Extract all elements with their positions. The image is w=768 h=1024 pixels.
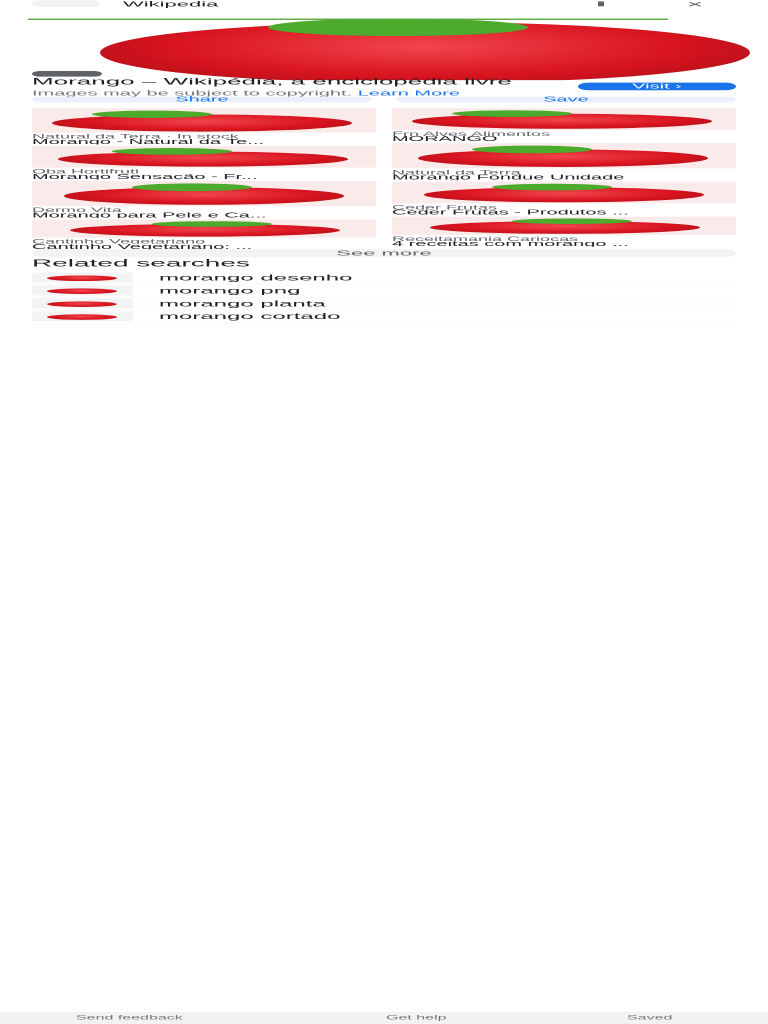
result-card[interactable]: Receitamania Cariocas 4 receitas com mora… [392, 216, 736, 247]
result-card[interactable]: Dermo Vita Morango para Pele e Ca... [32, 180, 376, 219]
related-item[interactable]: morango desenho [32, 271, 736, 285]
thumbnail [32, 145, 376, 168]
leaf [132, 183, 252, 192]
close-icon[interactable]: ✕ [686, 0, 705, 9]
source: Receitamania Cariocas [392, 236, 579, 242]
title: Morango - Natural da Te... [32, 138, 264, 145]
leaf [112, 148, 232, 155]
title: Morango para Pele e Ca... [32, 212, 267, 219]
related-label: morango cortado [159, 311, 341, 322]
source: Natural da Terra [392, 169, 521, 175]
related-label: morango desenho [159, 273, 353, 283]
source: Oba Hortifruti [32, 169, 140, 174]
thumbnail [392, 108, 736, 130]
title: Morango Sensação - Fr... [32, 173, 258, 180]
result-card[interactable]: Ceder Frutas Ceder Frutas - Produtos ... [392, 181, 736, 216]
strawberry [418, 149, 708, 168]
title: Ceder Frutas - Produtos ... [392, 209, 629, 216]
result-card[interactable]: Oba Hortifruti Morango Sensação - Fr... [32, 145, 376, 180]
leaf [92, 110, 212, 118]
thumbnail [392, 216, 736, 235]
copyright-text: Images may be subject to copyright. [32, 89, 353, 98]
leaf [512, 218, 632, 224]
thumbnail [32, 180, 376, 207]
strawberry [52, 114, 352, 132]
content: Wikipedia ✕ Morango – Wikipédia, a encic… [0, 0, 768, 324]
leaf [472, 145, 592, 154]
main-image [8, 8, 760, 81]
thumbnail [32, 311, 133, 322]
thumbnail [392, 143, 736, 169]
thumbnail [32, 219, 376, 238]
thumbnail [392, 181, 736, 204]
result-card[interactable]: Natural da Terra · In stock Morango - Nat… [32, 108, 376, 145]
leaf [268, 18, 528, 37]
related-item[interactable]: morango png [32, 284, 736, 298]
related-title: Related searches [32, 257, 250, 269]
footer-link[interactable]: Send feedback [76, 1014, 183, 1022]
title: 4 receitas com morango ... [392, 241, 629, 247]
strawberry [47, 275, 117, 282]
thumbnail [32, 272, 133, 283]
thumbnail [32, 298, 133, 309]
visit-label: Visit [632, 82, 670, 91]
footer-link[interactable]: Get help [386, 1014, 447, 1022]
source: Frn Alves Alimentos [392, 131, 551, 137]
result-card[interactable]: Frn Alves Alimentos MORANGO [392, 108, 736, 142]
source-chip [32, 71, 102, 77]
leaf [452, 110, 572, 117]
source: Ceder Frutas [392, 204, 498, 210]
thumbnail [32, 108, 376, 133]
result-title[interactable]: Morango – Wikipédia, a enciclopédia livr… [32, 75, 512, 87]
strawberry [47, 314, 117, 320]
header-title: Wikipedia [123, 0, 219, 9]
title: Cantinho Vegetariano: ... [32, 243, 253, 250]
stem [28, 18, 668, 20]
source: Dermo Vita [32, 207, 122, 213]
source: Cantinho Vegetariano [32, 239, 206, 244]
related-label: morango planta [159, 298, 326, 309]
result-card[interactable]: Natural da Terra Morango Fondue Unidade [392, 143, 736, 180]
save-button[interactable]: Save [396, 96, 736, 103]
source: Natural da Terra · In stock [32, 134, 239, 139]
result-card[interactable]: Cantinho Vegetariano Cantinho Vegetariano… [32, 219, 376, 250]
footer-link[interactable]: Saved [627, 1014, 673, 1022]
footer: Send feedback Get help Saved [0, 1012, 768, 1024]
visit-button[interactable]: Visit › [578, 82, 736, 91]
menu-icon[interactable] [598, 1, 604, 7]
related-item[interactable]: morango planta [32, 297, 736, 311]
strawberry [412, 113, 712, 129]
title: Morango Fondue Unidade [392, 174, 625, 181]
related-label: morango png [159, 285, 301, 296]
related-item[interactable]: morango cortado [32, 310, 736, 324]
strawberry [70, 224, 340, 237]
strawberry [47, 301, 117, 307]
strawberry [424, 187, 704, 203]
copyright: Images may be subject to copyright. Lear… [32, 89, 460, 98]
title: MORANGO [392, 136, 498, 142]
leaf [152, 221, 272, 227]
strawberry [430, 221, 700, 234]
share-button[interactable]: Share [32, 96, 372, 103]
leaf [492, 183, 612, 191]
back-button[interactable] [32, 0, 100, 7]
learn-more[interactable]: Learn More [357, 89, 460, 98]
thumbnail [32, 285, 133, 296]
strawberry [64, 187, 344, 205]
strawberry [47, 288, 117, 294]
strawberry [58, 151, 348, 167]
see-more[interactable]: See more [32, 249, 736, 257]
